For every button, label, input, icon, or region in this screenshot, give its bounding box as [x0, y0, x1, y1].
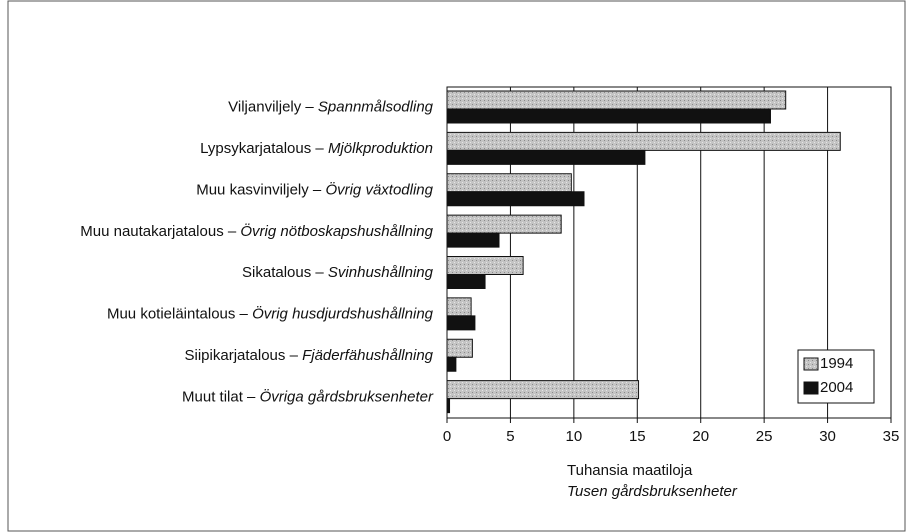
bar [446, 398, 451, 414]
x-tick-label: 35 [883, 428, 900, 445]
legend-swatch [803, 381, 819, 395]
y-tick-label: Muu nautakarjatalous – Övrig nötboskapsh… [80, 222, 433, 240]
bar [446, 380, 640, 400]
category-fi: Lypsykarjatalous – [200, 140, 328, 157]
category-sv: Övrig växtodling [325, 180, 433, 198]
category-fi: Sikatalous – [242, 264, 328, 281]
y-tick-label: Lypsykarjatalous – Mjölkproduktion [200, 140, 433, 157]
bar [446, 356, 457, 372]
category-sv: Svinhushållning [328, 264, 434, 281]
bar [446, 256, 524, 275]
category-fi: Muut tilat – [182, 388, 260, 405]
category-sv: Övriga gårdsbruksenheter [260, 387, 434, 405]
x-tick-label: 15 [629, 428, 646, 445]
y-tick-label: Muu kotieläintalous – Övrig husdjurdshus… [107, 305, 434, 323]
bar [446, 90, 787, 110]
x-axis-label: Tusen gårdsbruksenheter [567, 483, 738, 500]
y-tick-label: Siipikarjatalous – Fjäderfähushållning [185, 347, 434, 364]
bar [446, 297, 472, 317]
frame [7, 0, 906, 532]
y-tick-label: Muu kasvinviljely – Övrig växtodling [196, 180, 433, 198]
y-tick-label: Viljanviljely – Spannmålsodling [228, 99, 434, 116]
category-sv: Spannmålsodling [318, 99, 434, 116]
category-fi: Muu kasvinviljely – [196, 181, 325, 198]
legend-label: 2004 [820, 379, 853, 396]
bar [446, 274, 486, 289]
x-tick-label: 20 [692, 428, 709, 445]
bar [446, 315, 476, 331]
legend-swatch [803, 357, 819, 371]
bar [446, 149, 646, 165]
legend-label: 1994 [820, 355, 853, 372]
bar [446, 191, 585, 207]
x-tick-label: 25 [756, 428, 773, 445]
bar [446, 232, 500, 248]
y-tick-label: Muut tilat – Övriga gårdsbruksenheter [182, 387, 434, 405]
category-fi: Viljanviljely – [228, 99, 318, 116]
x-tick-label: 5 [506, 428, 514, 445]
category-sv: Mjölkproduktion [328, 140, 433, 157]
bar [446, 173, 572, 193]
bar [446, 131, 841, 151]
category-sv: Övrig nötboskapshushållning [240, 222, 433, 240]
x-tick-label: 10 [566, 428, 583, 445]
category-sv: Fjäderfähushållning [302, 347, 434, 364]
category-sv: Övrig husdjurdshushållning [252, 305, 434, 323]
x-axis-label: Tuhansia maatiloja [567, 462, 693, 479]
bar [446, 214, 562, 234]
x-tick-label: 0 [443, 428, 451, 445]
category-fi: Siipikarjatalous – [185, 347, 303, 364]
category-fi: Muu nautakarjatalous – [80, 223, 240, 240]
y-tick-label: Sikatalous – Svinhushållning [242, 264, 434, 281]
bar [446, 108, 771, 124]
category-fi: Muu kotieläintalous – [107, 306, 252, 323]
bar [446, 338, 473, 358]
x-tick-label: 30 [819, 428, 836, 445]
